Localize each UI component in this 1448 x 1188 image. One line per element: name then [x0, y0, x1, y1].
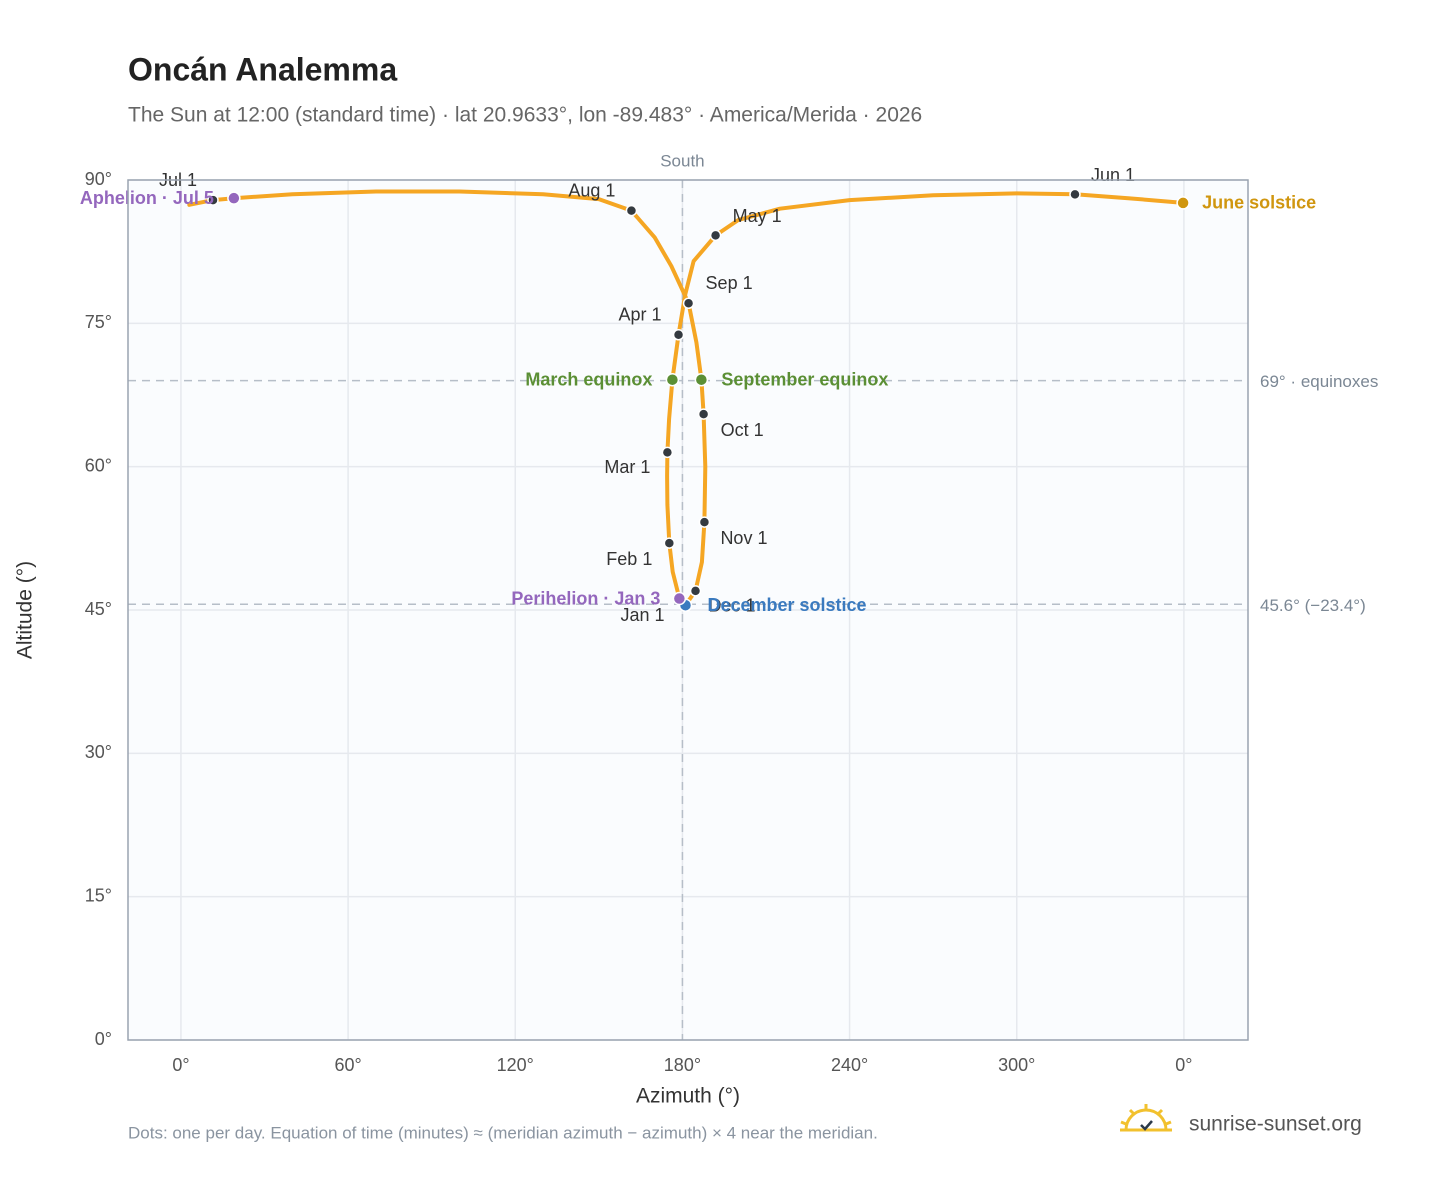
month-label: Apr 1: [618, 305, 661, 325]
event-marker: [665, 372, 680, 387]
footnote: Dots: one per day. Equation of time (min…: [128, 1123, 878, 1142]
reference-label: 69° · equinoxes: [1260, 372, 1378, 391]
reference-label: South: [660, 151, 704, 170]
event-marker: [672, 591, 687, 606]
x-axis-label: Azimuth (°): [636, 1085, 740, 1108]
month-marker: [697, 408, 710, 420]
month-label: Oct 1: [721, 420, 764, 440]
month-marker: [689, 585, 702, 597]
y-tick-label: 45°: [85, 599, 112, 619]
analemma-curve: [187, 189, 1186, 608]
x-tick-label: 300°: [998, 1055, 1035, 1075]
event-marker: [694, 372, 709, 387]
month-marker: [698, 516, 711, 528]
month-marker: [709, 229, 722, 242]
month-label: Feb 1: [606, 549, 652, 569]
month-label: Jun 1: [1091, 165, 1135, 185]
event-label: March equinox: [525, 369, 652, 389]
event-label: December solstice: [707, 595, 866, 615]
month-label: Aug 1: [568, 180, 615, 200]
x-tick-label: 60°: [334, 1055, 361, 1075]
x-tick-label: 0°: [1175, 1055, 1192, 1075]
y-tick-label: 60°: [85, 455, 112, 475]
event-label: Aphelion · Jul 5: [80, 188, 214, 208]
reference-label: 45.6° (−23.4°): [1260, 596, 1366, 615]
month-label: Mar 1: [604, 457, 650, 477]
y-tick-label: 30°: [85, 742, 112, 762]
month-marker: [661, 446, 674, 459]
event-label: Perihelion · Jan 3: [511, 588, 660, 608]
y-tick-label: 90°: [85, 169, 112, 189]
month-label: Jan 1: [621, 605, 665, 625]
plot-border: [127, 179, 1249, 1041]
month-marker: [682, 297, 695, 310]
month-marker: [1069, 188, 1081, 201]
x-tick-label: 0°: [172, 1055, 189, 1075]
y-tick-label: 0°: [95, 1029, 112, 1049]
event-label: September equinox: [721, 369, 888, 389]
x-tick-label: 120°: [497, 1055, 534, 1075]
y-axis-label: Altitude (°): [14, 561, 37, 659]
chart-subtitle: The Sun at 12:00 (standard time) · lat 2…: [128, 104, 922, 127]
y-tick-label: 15°: [85, 885, 112, 905]
month-marker: [625, 204, 638, 217]
chart-title: Oncán Analemma: [128, 51, 397, 87]
month-label: Sep 1: [706, 273, 753, 293]
event-marker: [227, 191, 241, 205]
month-marker: [663, 537, 676, 549]
month-label: May 1: [733, 206, 782, 226]
brand-logo: [1120, 1104, 1172, 1132]
month-marker: [672, 329, 685, 341]
month-label: Nov 1: [720, 528, 767, 548]
x-tick-label: 180°: [664, 1055, 701, 1075]
month-marker: [207, 194, 219, 206]
event-marker: [1176, 196, 1190, 210]
x-tick-label: 240°: [831, 1055, 868, 1075]
event-label: June solstice: [1202, 193, 1316, 213]
y-tick-label: 75°: [85, 312, 112, 332]
brand-name: sunrise-sunset.org: [1189, 1113, 1362, 1136]
month-label: Dec 1: [709, 596, 756, 616]
